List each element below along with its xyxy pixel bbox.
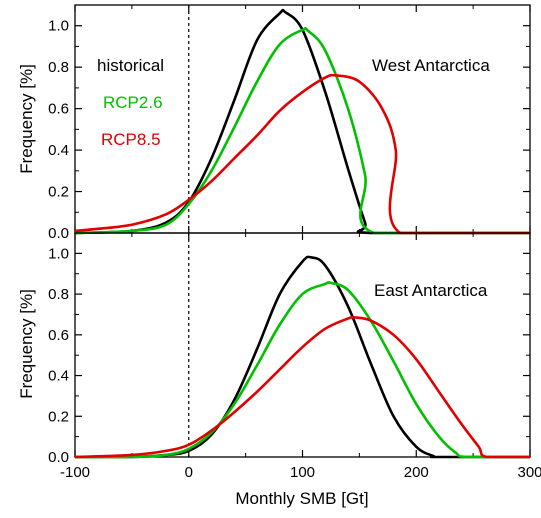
series-line-rcp85	[74, 73, 530, 235]
y-tick-label: 0.0	[48, 449, 69, 466]
x-tick-label: 100	[290, 464, 315, 481]
plot-frame	[74, 4, 531, 234]
series-lines	[74, 255, 530, 459]
y-tick-labels: 0.0 0.2 0.4 0.6 0.8 1.0	[48, 245, 69, 466]
region-label: East Antarctica	[374, 281, 488, 300]
y-tick-label: 0.6	[48, 101, 69, 118]
y-tick-label: 1.0	[48, 18, 69, 35]
west-antarctica-panel: 0.0 0.2 0.4 0.6 0.8 1.0 Frequency [%] West An…	[17, 4, 531, 242]
x-axis-title: Monthly SMB [Gt]	[235, 489, 368, 508]
y-tick-label: 0.8	[48, 286, 69, 303]
legend-historical: historical	[97, 56, 164, 75]
axis-ticks	[74, 4, 531, 234]
y-tick-label: 0.2	[48, 408, 69, 425]
y-tick-label: 1.0	[48, 245, 69, 262]
y-axis-title: Frequency [%]	[17, 289, 36, 399]
x-tick-labels: -100 0 100 200 300	[60, 464, 541, 481]
y-tick-label: 0.2	[48, 184, 69, 201]
series-line-rcp26	[74, 26, 530, 235]
series-line-historical	[74, 255, 530, 459]
region-label: West Antarctica	[372, 56, 490, 75]
east-antarctica-panel: 0.0 0.2 0.4 0.6 0.8 1.0 -100 0 100 200 300 Freque…	[17, 232, 541, 508]
x-tick-label: 0	[185, 464, 193, 481]
series-line-historical	[74, 8, 530, 235]
x-tick-label: 300	[517, 464, 541, 481]
series-line-rcp85	[74, 315, 530, 459]
series-lines	[74, 8, 530, 235]
legend-rcp26: RCP2.6	[103, 93, 163, 112]
y-tick-label: 0.4	[48, 368, 69, 385]
y-tick-label: 0.6	[48, 327, 69, 344]
legend-rcp85: RCP8.5	[101, 130, 161, 149]
x-tick-label: -100	[60, 464, 90, 481]
series-line-rcp26	[74, 280, 530, 459]
y-tick-label: 0.4	[48, 142, 69, 159]
y-axis-title: Frequency [%]	[17, 64, 36, 174]
y-tick-labels: 0.0 0.2 0.4 0.6 0.8 1.0	[48, 18, 69, 242]
y-tick-label: 0.8	[48, 59, 69, 76]
x-tick-label: 200	[404, 464, 429, 481]
y-tick-label: 0.0	[48, 225, 69, 242]
